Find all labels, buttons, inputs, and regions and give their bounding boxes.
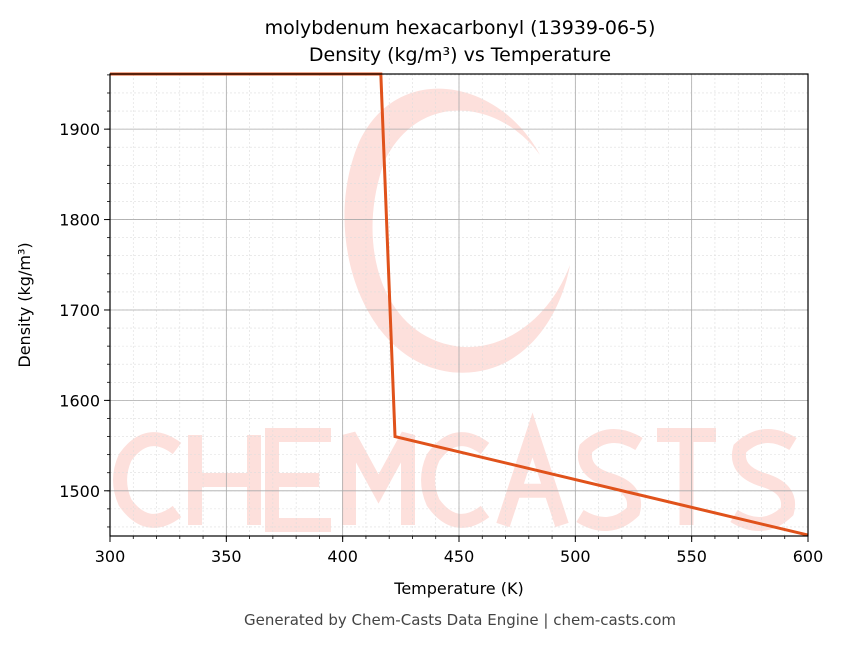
watermark-letter-shape [734,436,793,524]
watermark-letter [580,436,639,524]
x-tick-label: 600 [793,547,824,566]
x-tick-label: 350 [211,547,242,566]
x-tick-label: 500 [560,547,591,566]
y-tick-label: 1600 [59,391,100,410]
watermark-letter [349,435,408,525]
watermark-letter-shape [272,435,331,525]
chemcasts-watermark [120,89,793,525]
x-tick-label: 450 [444,547,475,566]
x-axis-label: Temperature (K) [393,579,523,598]
watermark-letter-shape [657,435,716,525]
y-tick-label: 1500 [59,482,100,501]
y-tick-label: 1900 [59,120,100,139]
watermark-letter [503,435,562,525]
watermark-letter [734,436,793,524]
watermark-letter-shape [195,435,254,525]
watermark-letter-shape [503,435,562,525]
watermark-letter [120,439,177,521]
watermark-letter-shape [349,435,408,525]
y-tick-label: 1700 [59,301,100,320]
watermark-letter [428,439,485,521]
watermark-letter-shape [428,439,485,521]
footer-credit: Generated by Chem-Casts Data Engine | ch… [244,611,676,629]
x-tick-label: 550 [676,547,707,566]
x-tick-label: 300 [95,547,126,566]
watermark-letter-shape [120,439,177,521]
y-tick-label: 1800 [59,211,100,230]
y-axis-label: Density (kg/m³) [15,242,34,367]
watermark-letter [195,435,254,525]
x-tick-label: 400 [327,547,358,566]
watermark-c-logo [344,88,570,373]
watermark-letter [657,435,716,525]
watermark-letter [272,435,331,525]
chart-subtitle: Density (kg/m³) vs Temperature [309,44,611,66]
watermark-letter-shape [580,436,639,524]
chart-title: molybdenum hexacarbonyl (13939-06-5) [265,17,656,39]
watermark-lettering [120,435,793,525]
